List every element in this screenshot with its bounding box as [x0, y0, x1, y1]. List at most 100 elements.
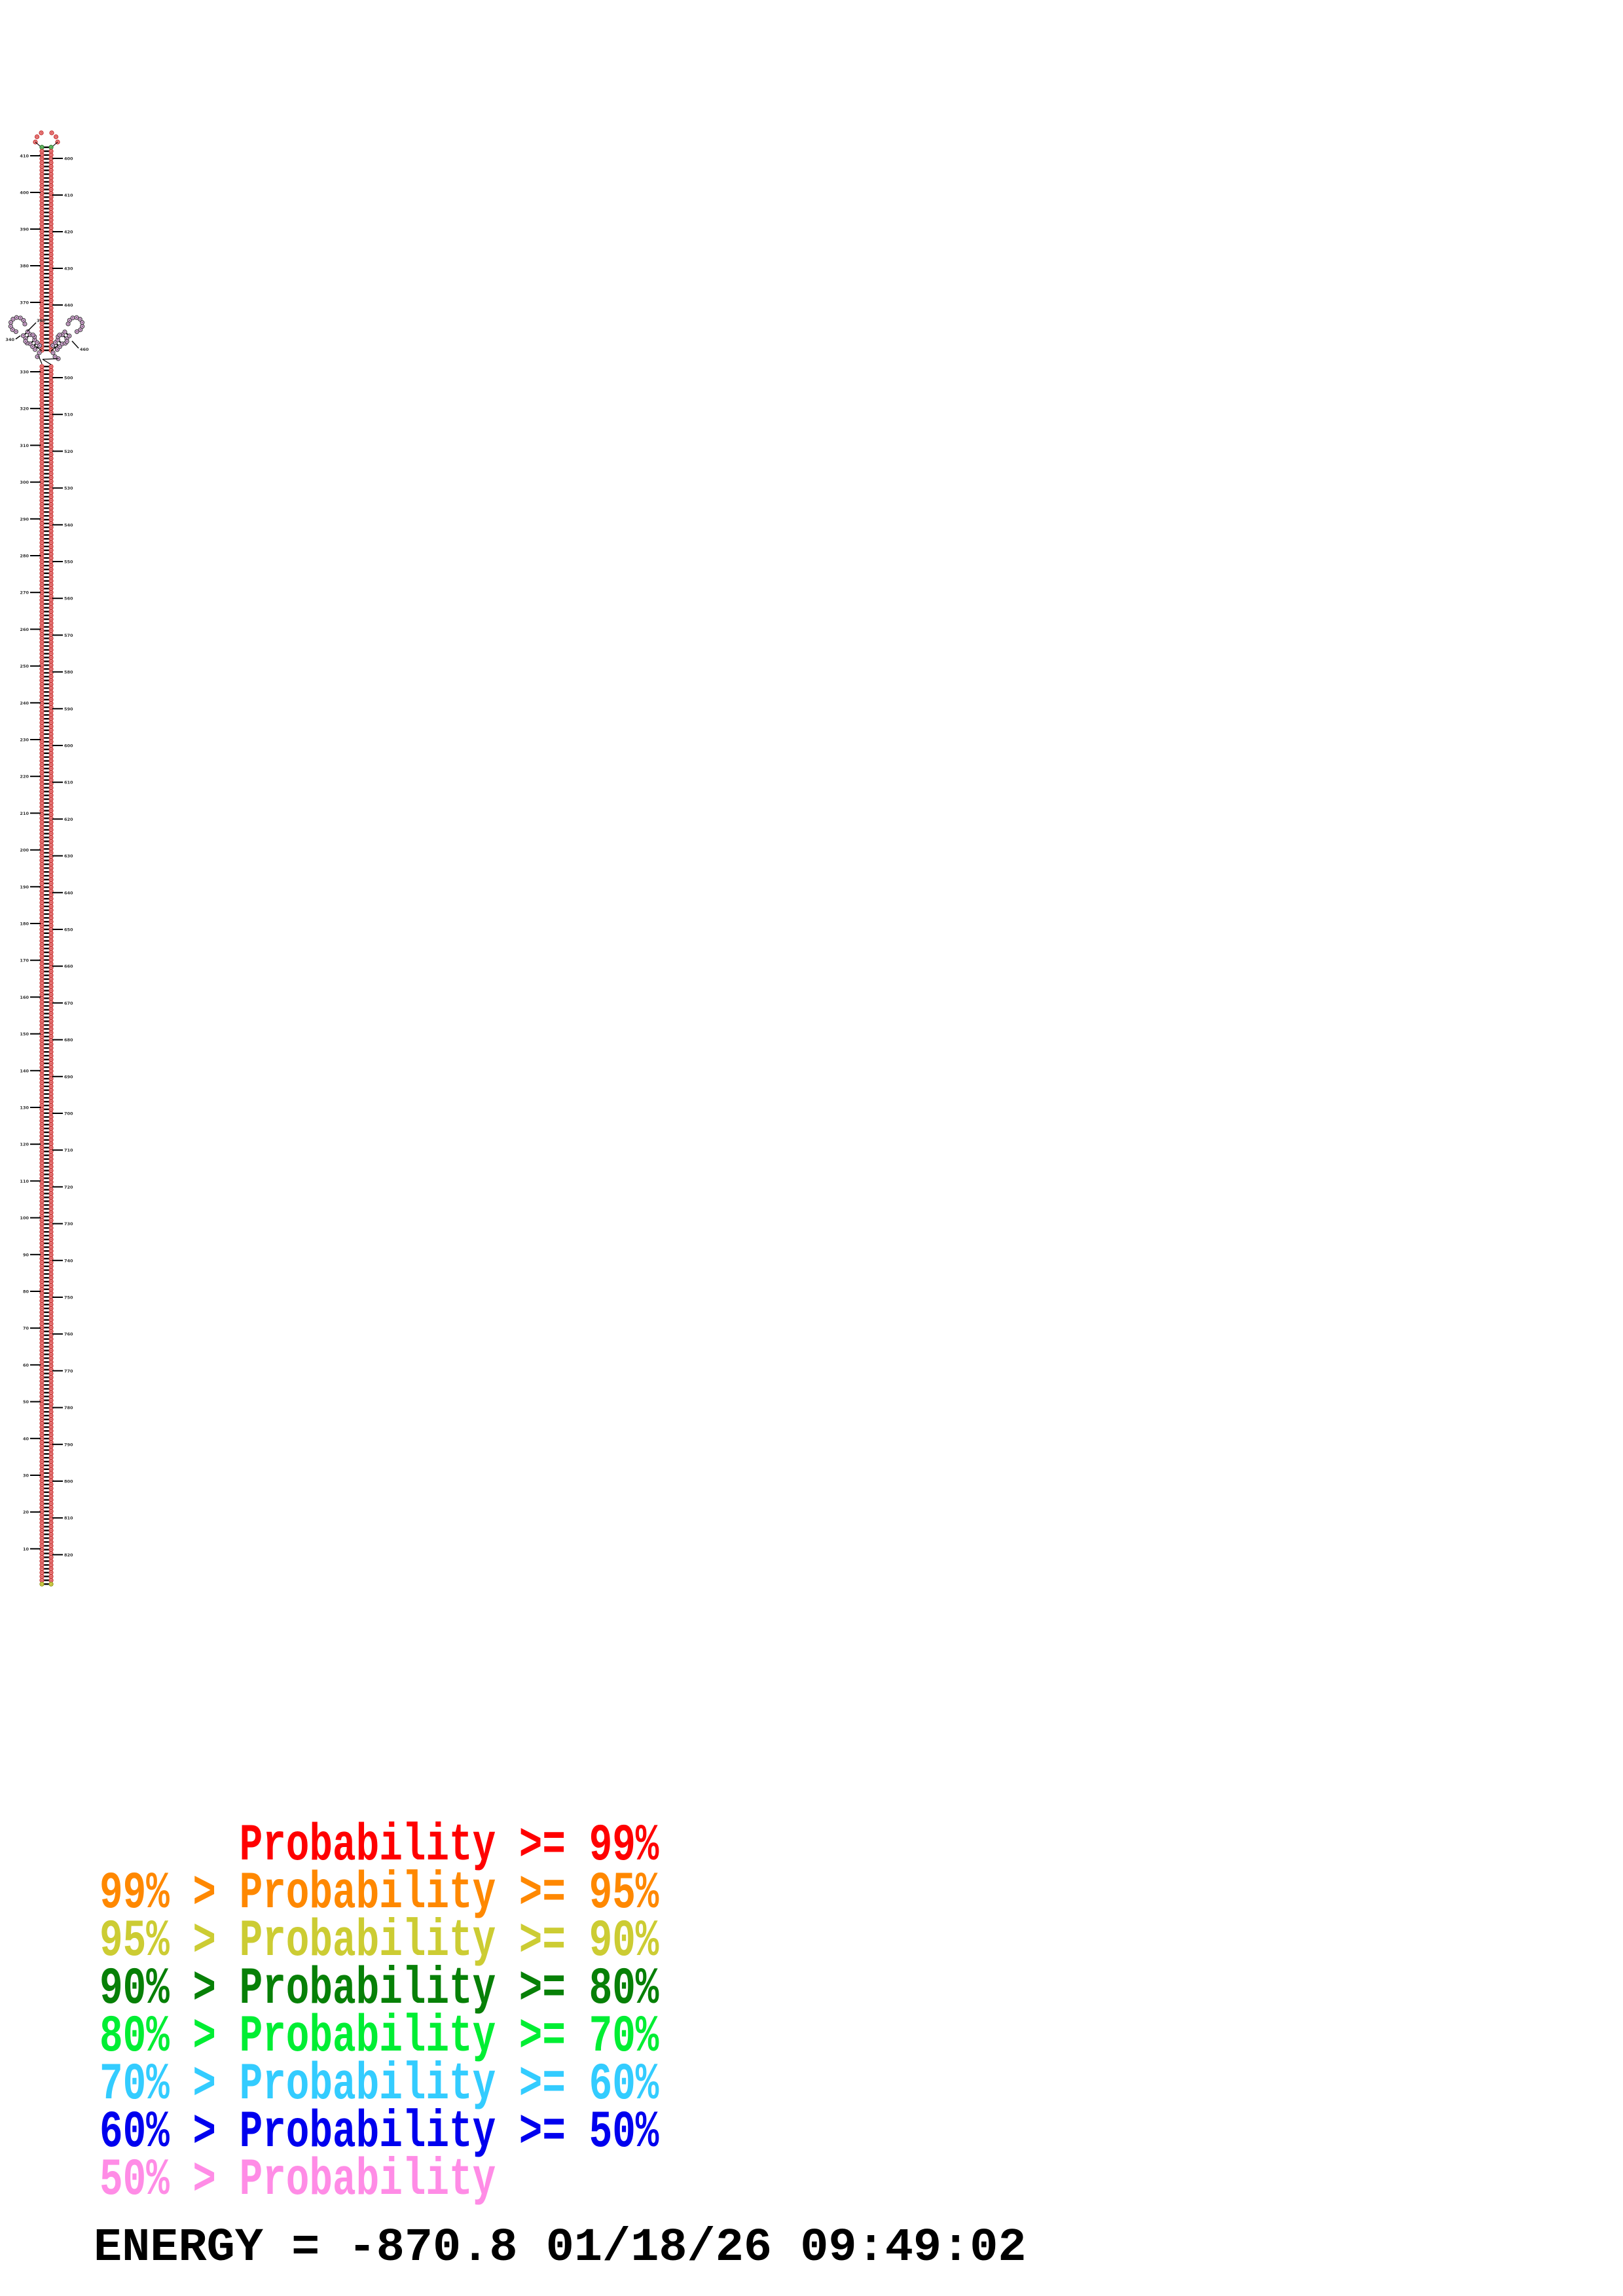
base-dot [41, 315, 43, 317]
base-dot [50, 1472, 52, 1474]
tick-label: 70 [23, 1326, 29, 1331]
tick-label: 500 [64, 376, 73, 381]
base-dot [50, 503, 52, 505]
tick-label: 710 [64, 1148, 73, 1153]
base-dot [50, 1143, 52, 1145]
base-dot [50, 637, 52, 639]
base-dot [50, 829, 52, 831]
backbone-line [50, 345, 58, 351]
base-dot [41, 473, 43, 475]
base-dot [81, 325, 83, 327]
tick-label: 520 [64, 449, 73, 454]
tick-label: 110 [20, 1179, 29, 1184]
base-dot [41, 683, 43, 685]
base-dot [41, 802, 43, 804]
base-dot [50, 1331, 52, 1333]
base-dot [50, 1434, 52, 1436]
base-dot [41, 1219, 43, 1221]
tick-label: 580 [64, 670, 73, 675]
base-dot [36, 136, 38, 137]
base-dot [41, 1139, 43, 1141]
base-dot [41, 760, 43, 762]
base-dot [41, 154, 43, 156]
base-dot [50, 154, 52, 156]
tick-label: 120 [20, 1142, 29, 1147]
base-dot [50, 714, 52, 716]
base-dot [50, 496, 52, 497]
tick-label: 20 [23, 1510, 29, 1515]
base-dot [59, 346, 61, 348]
base-dot [41, 173, 43, 175]
base-dot [50, 1323, 52, 1325]
base-dot [50, 1480, 52, 1482]
base-dot [41, 886, 43, 888]
base-dot [41, 132, 42, 134]
base-dot [50, 929, 52, 930]
tick-label: 640 [64, 890, 73, 895]
backbone-line [34, 345, 43, 351]
tick-label: 370 [20, 300, 29, 306]
base-dot [50, 588, 52, 590]
tick-label: 270 [20, 590, 29, 596]
base-dot [50, 741, 52, 743]
base-dot [41, 978, 43, 980]
base-dot [29, 343, 31, 345]
base-dot [41, 1391, 43, 1393]
base-dot [50, 147, 52, 148]
base-dot [41, 836, 43, 838]
base-dot [50, 791, 52, 793]
base-dot [41, 1250, 43, 1252]
base-dot [50, 1285, 52, 1286]
base-dot [50, 1211, 52, 1213]
base-dot [56, 349, 58, 350]
base-dot [41, 921, 43, 923]
base-dot [50, 1346, 52, 1348]
base-dot [50, 691, 52, 693]
tick-label: 340 [5, 337, 14, 342]
base-dot [50, 1139, 52, 1141]
base-dot [41, 296, 43, 298]
base-dot [50, 569, 52, 570]
base-dot [50, 952, 52, 953]
base-dot [50, 476, 52, 478]
base-dot [50, 227, 52, 228]
base-dot [50, 319, 52, 321]
base-dot [31, 346, 33, 348]
backbone-line [71, 340, 79, 349]
base-dot [50, 833, 52, 834]
base-dot [50, 1085, 52, 1087]
base-dot [41, 1472, 43, 1474]
base-dot [41, 1411, 43, 1412]
base-dot [50, 1537, 52, 1539]
base-dot [41, 230, 43, 232]
base-dot [41, 431, 43, 433]
base-dot [41, 1288, 43, 1290]
base-dot [41, 733, 43, 735]
base-dot [41, 806, 43, 808]
base-dot [50, 1430, 52, 1432]
tick-label: 780 [64, 1405, 73, 1410]
backbone-line [35, 141, 41, 147]
base-dot [41, 284, 43, 286]
base-dot [50, 1101, 52, 1103]
base-dot [41, 630, 43, 632]
base-dot [41, 679, 43, 681]
base-dot [50, 530, 52, 532]
base-dot [50, 967, 52, 969]
base-dot [50, 1124, 52, 1126]
tick-label: 160 [20, 995, 29, 1000]
base-dot [41, 446, 43, 448]
base-dot [50, 538, 52, 540]
base-dot [41, 1575, 43, 1577]
base-dot [41, 281, 43, 282]
base-dot [41, 1097, 43, 1099]
base-dot [50, 890, 52, 892]
base-dot [52, 345, 54, 346]
base-dot [50, 936, 52, 938]
base-dot [41, 821, 43, 823]
base-dot [41, 181, 43, 183]
base-dot [41, 599, 43, 601]
base-dot [50, 1070, 52, 1072]
tick-label: 800 [64, 1479, 73, 1484]
